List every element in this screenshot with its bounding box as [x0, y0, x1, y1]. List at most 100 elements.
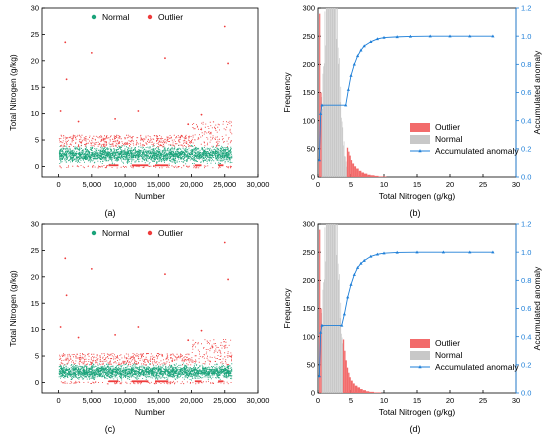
normal-bar: [333, 224, 334, 393]
y-tick-label: 0: [35, 378, 39, 387]
outlier-point: [137, 326, 140, 328]
x-tick-label: 0: [316, 180, 320, 189]
y2-tick-label: 0.0: [521, 389, 531, 398]
y-tick-label: 100: [302, 116, 315, 125]
normal-points: [58, 144, 233, 165]
panel-a: 0 5,000 10,000 15,000 20,000 25,000 30,000 0 5 10…: [8, 4, 269, 201]
normal-bar: [334, 224, 336, 393]
x-tick-label: 20,000: [180, 396, 203, 405]
normal-bar: [332, 224, 334, 393]
accumulated-anomaly-marker: [346, 295, 350, 299]
outlier-bar: [349, 377, 351, 393]
normal-bar: [321, 313, 322, 393]
x-tick-label: 20,000: [180, 180, 203, 189]
outlier-bar: [345, 360, 347, 393]
x-tick-label: 15,000: [147, 180, 170, 189]
accumulated-anomaly-marker: [468, 250, 472, 254]
normal-bar: [324, 227, 326, 393]
outlier-bar: [319, 13, 321, 178]
normal-bar: [344, 156, 346, 177]
legend-label-outlier: Outlier: [158, 12, 183, 22]
legend-label-normal: Normal: [435, 134, 463, 144]
low-outlier-segment: [218, 164, 224, 167]
outlier-point: [65, 294, 68, 297]
y-axis-label: Frequency: [282, 288, 292, 329]
outlier-bar: [352, 383, 355, 393]
outlier-bar: [356, 168, 359, 177]
y-tick-label: 150: [302, 88, 315, 97]
legend-label-normal: Normal: [102, 12, 130, 22]
normal-bar: [322, 73, 324, 177]
normal-bar: [341, 333, 342, 393]
y2-tick-label: 0.2: [521, 144, 531, 153]
x-tick-label: 5: [349, 180, 353, 189]
low-outlier-segment: [108, 164, 119, 167]
accumulated-anomaly-marker: [346, 87, 350, 91]
caption-c: (c): [105, 424, 116, 434]
y2-tick-label: 0.0: [521, 173, 531, 182]
accumulated-anomaly-marker: [342, 312, 346, 316]
plot-frame: [41, 7, 259, 178]
outlier-bar: [358, 170, 362, 177]
outlier-bar: [360, 389, 363, 393]
normal-bar: [337, 224, 338, 393]
legend-label-normal: Normal: [435, 350, 463, 360]
x-tick-label: 30,000: [247, 180, 270, 189]
outlier-bar: [369, 391, 374, 393]
y-axis-label: Frequency: [282, 72, 292, 113]
normal-bar: [330, 224, 332, 393]
x-tick-label: 5: [349, 396, 353, 405]
low-outlier-segment: [154, 380, 169, 383]
y-tick-label: 100: [302, 332, 315, 341]
y-tick-label: 200: [302, 276, 315, 285]
outlier-point: [90, 51, 93, 54]
caption-a: (a): [105, 208, 116, 218]
outlier-bar: [320, 308, 322, 393]
low-outlier-segment: [108, 380, 119, 383]
normal-bar: [331, 224, 333, 393]
low-outlier-segment: [218, 380, 224, 383]
legend-marker-outlier: [147, 14, 153, 20]
accumulated-anomaly-marker: [375, 37, 379, 41]
normal-bar: [331, 8, 333, 177]
outlier-bar: [342, 339, 345, 393]
normal-bar: [323, 282, 324, 393]
normal-bar: [335, 8, 336, 177]
normal-bar: [339, 102, 341, 177]
y-tick-label: 20: [31, 56, 39, 65]
outlier-bar: [362, 390, 366, 393]
normal-bar: [325, 45, 326, 177]
accumulated-anomaly-marker: [352, 273, 356, 276]
outlier-point: [77, 120, 80, 123]
outlier-bar: [346, 147, 349, 177]
x-tick-label: 0: [57, 396, 61, 405]
normal-bar: [346, 166, 348, 177]
outlier-bar: [320, 92, 322, 177]
normal-bar: [327, 224, 329, 393]
y-tick-label: 30: [31, 4, 39, 13]
accumulated-anomaly-marker: [362, 258, 366, 262]
normal-bar: [340, 86, 342, 177]
y-tick-label: 10: [31, 325, 39, 334]
outlier-point: [164, 273, 166, 276]
accumulated-anomaly-marker: [319, 111, 323, 115]
y-tick-label: 250: [302, 32, 315, 41]
x-tick-label: 10,000: [114, 180, 137, 189]
normal-bar: [342, 343, 344, 393]
legend-marker-accumulated: [418, 365, 422, 369]
x-tick-label: 10,000: [114, 396, 137, 405]
low-outlier-segment: [131, 164, 149, 167]
outlier-point: [227, 278, 229, 281]
legend-label-accumulated: Accumulated anomaly: [435, 362, 519, 372]
accumulated-anomaly-marker: [369, 254, 373, 258]
x-tick-label: 25,000: [213, 180, 236, 189]
x-tick-label: 15: [413, 396, 421, 405]
accumulated-anomaly-marker: [340, 323, 344, 327]
x-tick-label: 5,000: [82, 180, 101, 189]
outlier-bar: [373, 392, 379, 393]
accumulated-anomaly-marker: [382, 35, 386, 39]
normal-bar: [345, 156, 346, 177]
normal-bar: [327, 8, 328, 177]
outlier-bar: [319, 229, 321, 393]
